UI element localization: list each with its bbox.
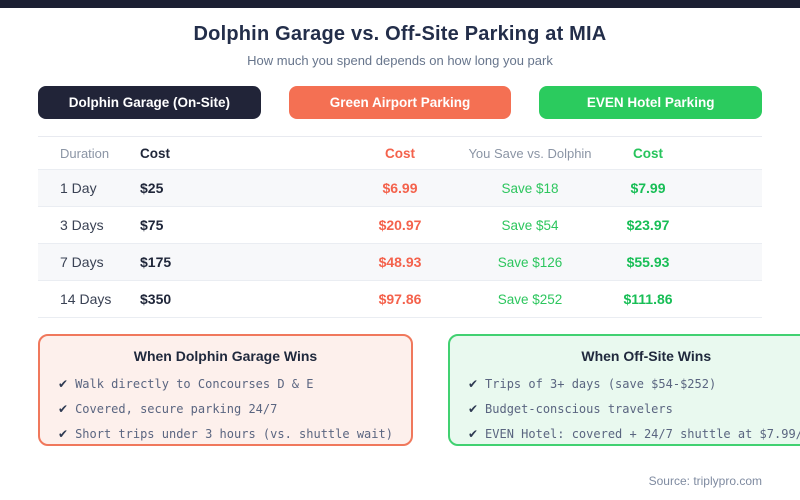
check-icon: ✔ — [467, 402, 479, 416]
check-icon: ✔ — [58, 402, 69, 416]
even-hotel-cost-value: $111.86 — [623, 291, 673, 307]
duration-value: 14 Days — [60, 291, 112, 307]
header-even-hotel-cost: Cost — [633, 145, 663, 161]
green-airport-cost-value: $20.97 — [378, 217, 422, 233]
badge-even-hotel-parking[interactable]: EVEN Hotel Parking — [539, 86, 763, 119]
duration-value: 1 Day — [60, 180, 97, 196]
green-airport-cost-value: $6.99 — [382, 180, 418, 196]
dolphin-wins-title: When Dolphin Garage Wins — [133, 348, 318, 364]
list-item: ✔ Trips of 3+ days (save $54-$252) — [467, 377, 717, 391]
table-row: 3 Days $75 $20.97 Save $54 $23.97 — [38, 207, 762, 244]
offsite-wins-list: ✔ Trips of 3+ days (save $54-$252) ✔ Budge… — [468, 372, 800, 447]
duration-value: 7 Days — [60, 254, 104, 270]
save-value: Save $252 — [497, 291, 563, 307]
table-row: 7 Days $175 $48.93 Save $126 $55.93 — [38, 244, 762, 281]
list-item: ✔ Budget-conscious travelers — [467, 402, 673, 416]
offsite-wins-box: When Off-Site Wins ✔ Trips of 3+ days (sa… — [447, 334, 800, 447]
header-green-airport-cost: Cost — [385, 145, 415, 161]
page-title: Dolphin Garage vs. Off-Site Parking at M… — [193, 23, 607, 45]
header-dolphin-cost: Cost — [140, 145, 170, 161]
dolphin-wins-list: ✔ Walk directly to Concourses D & E ✔ Cove… — [58, 372, 393, 447]
save-value: Save $18 — [501, 180, 559, 196]
duration-value: 3 Days — [60, 217, 104, 233]
list-item: ✔ Walk directly to Concourses D & E — [58, 377, 314, 391]
header-duration: Duration — [60, 145, 110, 161]
summary-boxes: When Dolphin Garage Wins ✔ Walk directly … — [38, 334, 800, 446]
check-icon: ✔ — [467, 377, 479, 391]
table-row: 14 Days $350 $97.86 Save $252 $111.86 — [38, 281, 762, 318]
badge-green-airport-parking[interactable]: Green Airport Parking — [288, 86, 512, 119]
dolphin-wins-box: When Dolphin Garage Wins ✔ Walk directly … — [38, 334, 413, 446]
dolphin-cost-value: $350 — [140, 291, 172, 307]
dolphin-cost-value: $25 — [140, 180, 164, 196]
check-icon: ✔ — [467, 427, 479, 441]
page-subtitle: How much you spend depends on how long y… — [247, 53, 553, 68]
provider-badges: Dolphin Garage (On-Site) Green Airport P… — [38, 86, 763, 119]
dolphin-cost-value: $175 — [140, 254, 172, 270]
dolphin-cost-value: $75 — [140, 217, 164, 233]
table-header-row: Duration Cost Cost You Save vs. Dolphin … — [38, 137, 762, 170]
list-item: ✔ Covered, secure parking 24/7 — [58, 402, 278, 416]
top-accent-bar — [0, 0, 800, 8]
green-airport-cost-value: $48.93 — [378, 254, 422, 270]
list-item: ✔ EVEN Hotel: covered + 24/7 shuttle at $… — [467, 427, 800, 441]
save-value: Save $54 — [501, 217, 559, 233]
check-icon: ✔ — [58, 377, 69, 391]
save-value: Save $126 — [497, 254, 563, 270]
even-hotel-cost-value: $23.97 — [626, 217, 670, 233]
header-you-save: You Save vs. Dolphin — [468, 145, 592, 161]
green-airport-cost-value: $97.86 — [378, 291, 422, 307]
even-hotel-cost-value: $55.93 — [626, 254, 670, 270]
source-attribution: Source: triplypro.com — [648, 474, 762, 488]
comparison-table: Duration Cost Cost You Save vs. Dolphin … — [38, 136, 762, 318]
offsite-wins-title: When Off-Site Wins — [581, 348, 712, 364]
even-hotel-cost-value: $7.99 — [630, 180, 666, 196]
list-item: ✔ Short trips under 3 hours (vs. shuttle … — [58, 427, 393, 441]
check-icon: ✔ — [58, 427, 69, 441]
badge-dolphin-garage[interactable]: Dolphin Garage (On-Site) — [38, 86, 261, 119]
table-row: 1 Day $25 $6.99 Save $18 $7.99 — [38, 170, 762, 207]
